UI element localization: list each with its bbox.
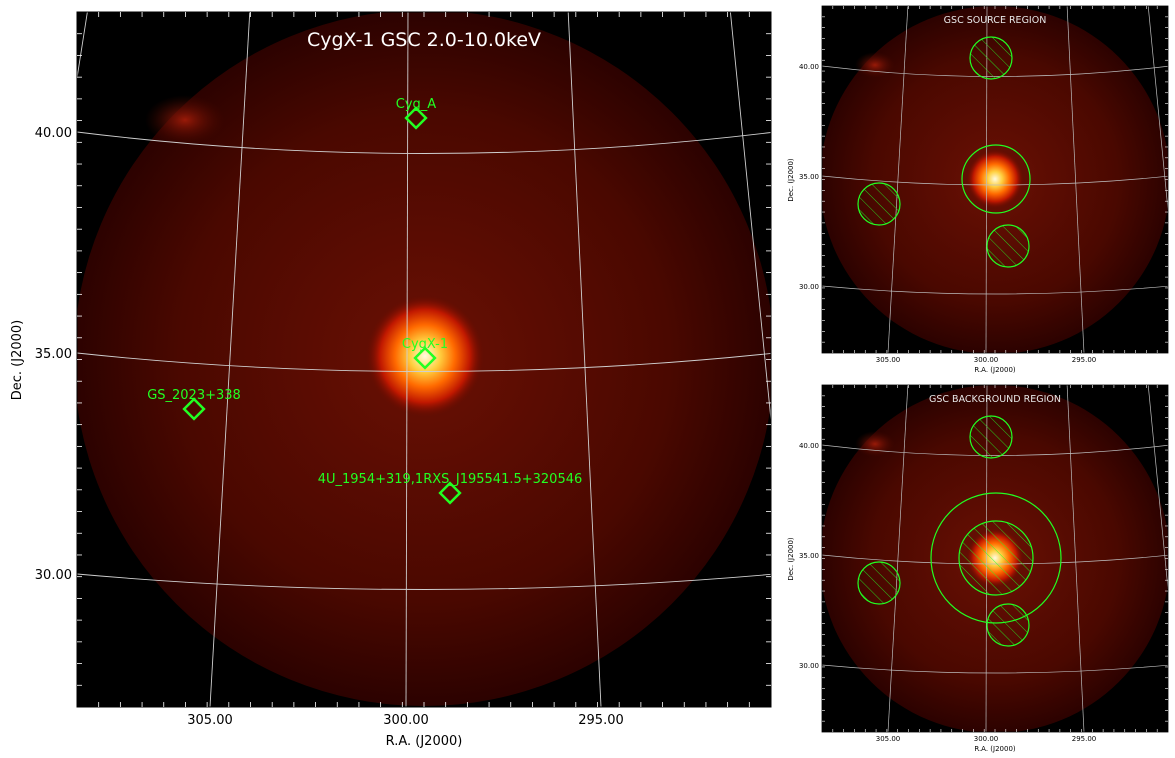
main-ra-gridline-290 [729,12,771,421]
source-x-axis-label: R.A. (J2000) [974,366,1016,374]
main-ra-tick-300: 300.00 [383,713,429,728]
main-image-panel: Cyg_A CygX-1 GS_2023+338 4U_1954+319,1RX… [10,11,772,749]
source-minor-ticks [822,6,1168,353]
4u1954-marker [438,481,462,505]
main-ra-gridline-310 [77,12,88,82]
cyg-a-marker [404,106,428,130]
main-dec-tick-40: 40.00 [35,126,72,141]
source-edge-glow [855,52,895,78]
main-title: CygX-1 GSC 2.0-10.0keV [307,29,541,51]
source-ra-gridline-305 [887,6,909,353]
main-dec-tick-35: 35.00 [35,347,72,362]
source-dec-tick-40: 40.00 [799,63,819,71]
main-bright-source [365,294,485,418]
background-ra-gridline-305 [887,385,909,732]
gs2023-marker [182,397,206,421]
source-bright-source [966,149,1024,209]
background-dec-tick-30: 30.00 [799,662,819,670]
source-region-panel: GSC SOURCE REGION 305.00 300.00 295.00 4… [787,5,1169,374]
source-ra-gridline-295 [1066,6,1085,353]
source-ra-tick-305: 305.00 [876,356,901,364]
background-panel-title: GSC BACKGROUND REGION [929,394,1061,405]
source-extraction-region [961,144,1031,214]
background-minor-ticks [822,385,1168,732]
source-dec-gridline-35 [822,175,1168,186]
source-cyg-a-exclusion-region [969,36,1013,80]
gs2023-label: GS_2023+338 [147,388,241,403]
background-region-panel: GSC BACKGROUND REGION 305.00 300.00 295.… [787,384,1169,753]
cyg-a-label: Cyg_A [396,97,437,112]
source-ra-tick-300: 300.00 [974,356,999,364]
background-4u1954-exclusion-region [986,603,1030,647]
main-x-axis-label: R.A. (J2000) [386,734,463,749]
source-panel-title: GSC SOURCE REGION [944,15,1047,26]
source-dec-tick-30: 30.00 [799,283,819,291]
main-dec-gridline-40 [77,131,771,154]
source-gs2023-exclusion-region [857,182,901,226]
4u1954-label: 4U_1954+319,1RXS_J195541.5+320546 [318,472,583,487]
main-dec-gridline-30 [77,573,771,590]
background-gs2023-exclusion-region [857,561,901,605]
source-y-axis-label: Dec. (J2000) [787,158,795,202]
main-minor-ticks [77,12,771,707]
source-ra-tick-295: 295.00 [1072,356,1097,364]
source-4u1954-exclusion-region [986,224,1030,268]
background-cyg-a-exclusion-region [969,415,1013,459]
source-dec-gridline-30 [822,285,1168,295]
cygx1-marker [413,346,437,370]
background-x-axis-label: R.A. (J2000) [974,745,1016,753]
main-dec-tick-30: 30.00 [35,568,72,583]
background-ra-gridline-295 [1066,385,1085,732]
main-edge-glow [145,95,225,145]
main-y-axis-label: Dec. (J2000) [10,320,25,400]
background-ra-tick-295: 295.00 [1072,735,1097,743]
main-ra-tick-295: 295.00 [578,713,624,728]
source-ra-gridline-290 [1147,6,1168,211]
background-y-axis-label: Dec. (J2000) [787,537,795,581]
main-ra-gridline-295 [567,12,602,707]
background-dec-gridline-30 [822,664,1168,674]
background-ra-tick-300: 300.00 [974,735,999,743]
background-ra-gridline-290 [1147,385,1168,590]
main-ra-gridline-300 [405,12,409,707]
background-source-exclusion-region [958,520,1034,596]
background-edge-glow [855,431,895,457]
background-dec-tick-35: 35.00 [799,552,819,560]
cygx1-label: CygX-1 [402,337,448,352]
main-ra-gridline-305 [209,12,251,707]
background-ra-tick-305: 305.00 [876,735,901,743]
source-dec-tick-35: 35.00 [799,173,819,181]
background-dec-tick-40: 40.00 [799,442,819,450]
main-dec-gridline-35 [77,352,771,372]
main-ra-tick-305: 305.00 [187,713,233,728]
